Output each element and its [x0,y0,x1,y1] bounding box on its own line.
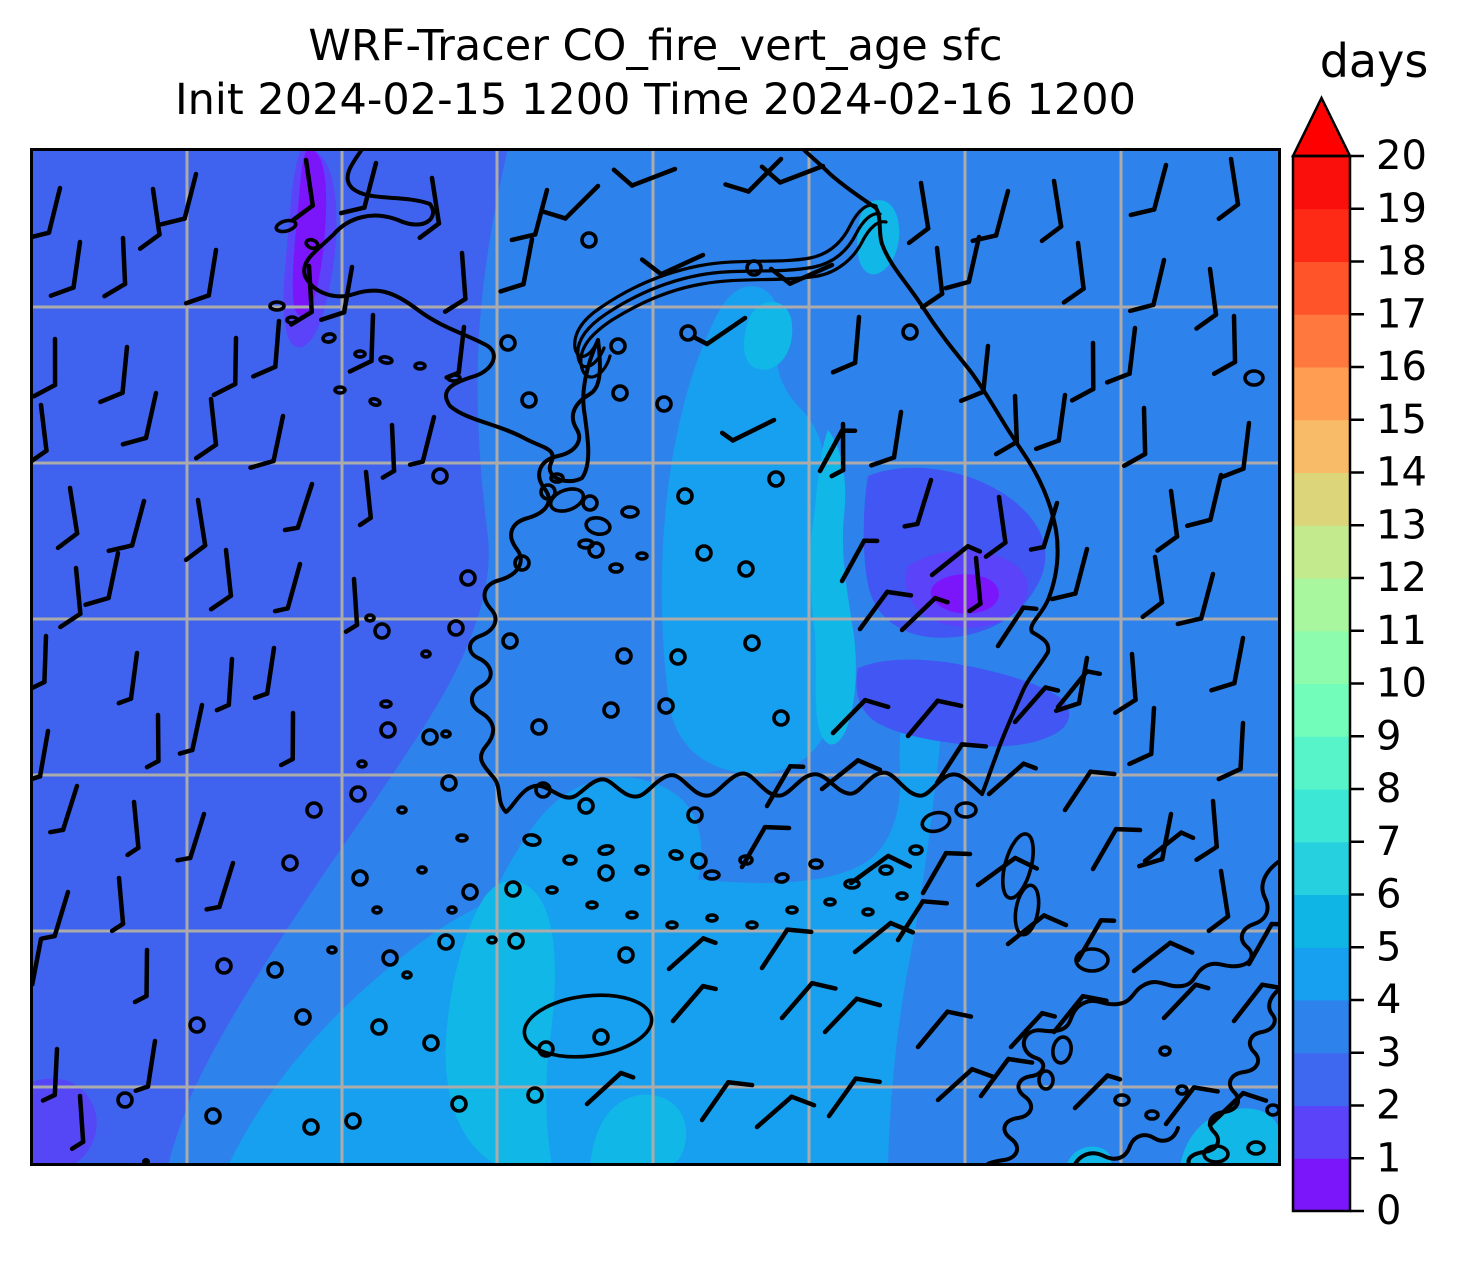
colorbar-tick-label: 6 [1376,872,1401,918]
map-plot-area [30,148,1281,1166]
colorbar-tick-label: 10 [1376,661,1427,707]
fill-plume-core-0-1-days [292,148,327,317]
colorbar-tick-label: 1 [1376,1135,1401,1181]
fill-tonguetop-5-6-days [744,302,793,370]
colorbar-tick-label: 17 [1376,291,1427,337]
coastline-kyushu [984,858,1281,1166]
dmz-border-line-1 [573,203,878,358]
colorbar-tick-label: 13 [1376,502,1427,548]
colorbar-tick-label: 5 [1376,924,1401,970]
island-layer [142,218,1281,1166]
contour-fill-layer [30,148,1281,1166]
colorbar-extend-arrow [1290,95,1353,158]
fill-east-tongue-4-5-days [661,286,851,774]
fill-seband-2-3-days [856,659,1070,747]
dmz-border-line-3 [579,220,888,379]
colorbar-tick-label: 11 [1376,608,1427,654]
colorbar-segments [1293,155,1350,1212]
colorbar-tick-label: 18 [1376,239,1427,285]
colorbar-tick-label: 0 [1376,1188,1401,1234]
colorbar-tick-label: 2 [1376,1083,1401,1129]
title-line-1: WRF-Tracer CO_fire_vert_age sfc [308,21,1003,71]
fill-west-2-3-days [30,148,508,1166]
map-figure [30,148,1281,1166]
wind-barb-layer [30,156,1281,1152]
map-border [30,148,1281,1166]
fill-eaststrip-5-6-days [810,430,856,745]
colorbar-tick-label: 15 [1376,397,1427,443]
graticule-layer [30,148,1281,1166]
coastline-east [800,148,1060,796]
figure-title: WRF-Tracer CO_fire_vert_age sfc Init 202… [30,20,1281,128]
title-line-2: Init 2024-02-15 1200 Time 2024-02-16 120… [175,74,1136,125]
coastline-kyushu-bay [1072,1126,1180,1166]
colorbar-tick-label: 16 [1376,344,1427,390]
colorbar-tick-label: 8 [1376,766,1401,812]
colorbar-tick-label: 3 [1376,1030,1401,1076]
fill-eastjeju-5-6-days [590,1094,687,1166]
colorbar-tick-label: 7 [1376,819,1401,865]
colorbar-tick-label: 19 [1376,186,1427,232]
colorbar-units-label: days [1319,34,1429,88]
dmz-border-line-2 [576,212,882,369]
colorbar-tick-label: 20 [1376,133,1427,179]
colorbar-tick-label: 4 [1376,977,1401,1023]
colorbar-tick-label: 9 [1376,713,1401,759]
colorbar-tick-label: 14 [1376,450,1427,496]
colorbar-tick-label: 12 [1376,555,1427,601]
coastline-south-west [468,338,984,814]
